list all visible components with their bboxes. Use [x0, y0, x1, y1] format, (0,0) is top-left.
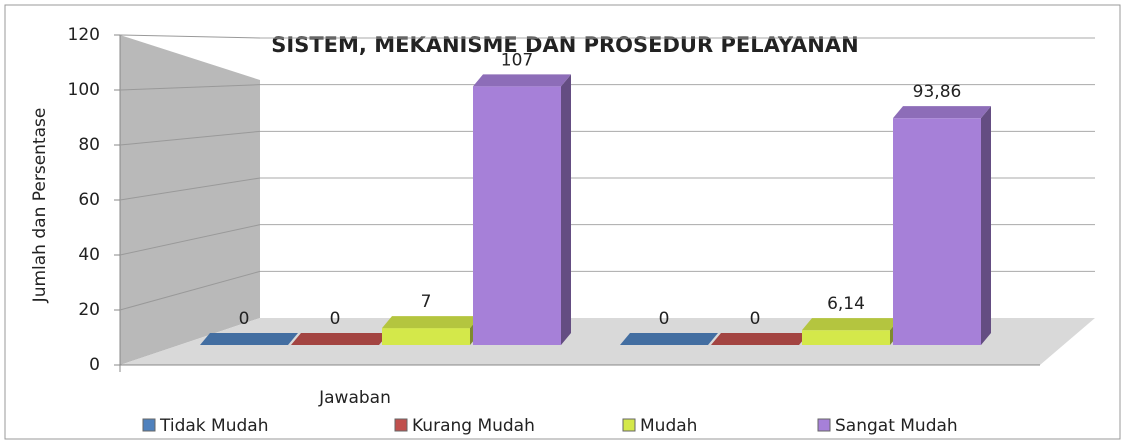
data-label: 0	[659, 309, 670, 329]
grid-line-side	[119, 177, 261, 201]
bar	[620, 333, 718, 345]
legend-label: Sangat Mudah	[835, 416, 958, 436]
bar-top	[473, 74, 571, 87]
bar-top	[802, 318, 900, 331]
data-label: 6,14	[827, 294, 865, 314]
bar-front	[473, 86, 561, 346]
y-tick-label: 0	[89, 355, 100, 375]
grid-line-side	[119, 224, 261, 256]
bar-side	[561, 74, 571, 346]
legend-swatch	[394, 418, 408, 432]
grid-line-side	[119, 130, 261, 146]
x-tick-label: Jawaban	[318, 388, 391, 408]
data-label: 0	[750, 309, 761, 329]
bar	[711, 333, 809, 345]
y-tick-label: 80	[78, 135, 100, 155]
bar	[473, 74, 571, 346]
chart-title: SISTEM, MEKANISME DAN PROSEDUR PELAYANAN	[271, 33, 858, 57]
y-axis-title: Jumlah dan Persentase	[30, 108, 50, 304]
bar	[893, 106, 991, 346]
legend-swatch	[622, 418, 636, 432]
bar	[291, 333, 389, 345]
y-tick-label: 100	[68, 80, 100, 100]
y-tick-label: 120	[68, 25, 100, 45]
bar	[382, 316, 480, 345]
data-label: 107	[501, 50, 533, 70]
bar-front	[802, 330, 890, 345]
legend-label: Kurang Mudah	[412, 416, 535, 436]
bar	[200, 333, 298, 345]
data-label: 0	[330, 309, 341, 329]
y-tick-label: 20	[78, 300, 100, 320]
bar-top	[382, 316, 480, 329]
data-label: 7	[421, 292, 432, 312]
bar-front	[893, 118, 981, 346]
bar-side	[981, 106, 991, 346]
bar-top	[893, 106, 991, 119]
grid-line-side	[119, 34, 261, 39]
legend-swatch	[142, 418, 156, 432]
data-label: 93,86	[913, 82, 962, 102]
y-tick-label: 40	[78, 245, 100, 265]
bar-front	[382, 328, 470, 345]
bar-top	[291, 333, 389, 345]
legend-swatch	[817, 418, 831, 432]
grid-line-side	[119, 270, 261, 311]
grid-line-side	[119, 84, 261, 91]
bar-top	[620, 333, 718, 345]
data-label: 0	[239, 309, 250, 329]
legend-label: Tidak Mudah	[159, 416, 268, 436]
bar-top	[200, 333, 298, 345]
y-tick-label: 60	[78, 190, 100, 210]
bar	[802, 318, 900, 345]
legend-label: Mudah	[640, 416, 697, 436]
side-wall	[120, 35, 260, 365]
bar-top	[711, 333, 809, 345]
